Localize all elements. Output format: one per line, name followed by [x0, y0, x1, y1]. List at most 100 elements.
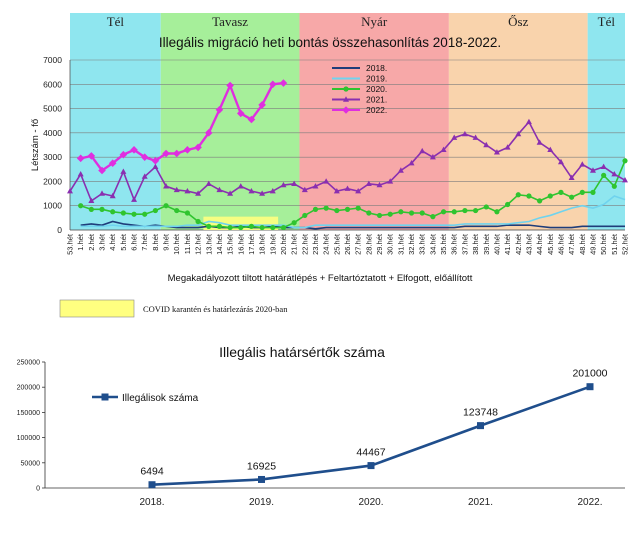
legend-label: 2020.: [366, 84, 387, 94]
y-tick-label: 6000: [43, 79, 62, 89]
x-tick-label: 20.hét: [279, 233, 288, 255]
x-tick-label: 46.hét: [556, 233, 565, 255]
data-point: [451, 134, 458, 140]
data-point: [601, 172, 607, 178]
data-label: 6494: [140, 466, 164, 478]
x-tick-label: 10.hét: [172, 233, 181, 255]
data-point: [472, 134, 479, 140]
x-tick-label: 9.hét: [162, 233, 171, 251]
data-point: [248, 187, 255, 194]
legend-marker: [342, 106, 350, 114]
data-point: [590, 189, 596, 195]
data-point: [472, 207, 479, 214]
x-tick-label: 8.hét: [151, 233, 160, 251]
data-point: [579, 189, 585, 195]
data-point: [515, 130, 522, 137]
data-point: [206, 223, 212, 229]
x-tick-label: 30.hét: [386, 233, 395, 255]
y-tick-label: 250000: [17, 360, 40, 367]
data-point: [376, 212, 383, 219]
x-tick-label: 15.hét: [226, 233, 235, 255]
x-tick-label: 31.hét: [396, 233, 405, 255]
legend-label: 2021.: [366, 95, 387, 105]
data-point: [387, 211, 393, 217]
data-point: [194, 143, 202, 152]
x-tick-label: 34.hét: [428, 233, 437, 255]
data-point: [216, 186, 223, 193]
x-tick-label: 35.hét: [439, 233, 448, 255]
data-point: [99, 190, 106, 196]
x-tick-label: 14.hét: [215, 233, 224, 255]
legend-label: 2018.: [366, 63, 387, 73]
data-point: [141, 173, 148, 179]
x-tick-label: 2022.: [577, 497, 602, 508]
data-point: [173, 186, 180, 193]
y-axis-label: Létszám - fő: [30, 119, 41, 171]
x-tick-label: 29.hét: [375, 233, 384, 255]
data-point: [99, 206, 105, 212]
data-point: [108, 159, 117, 168]
data-point: [430, 214, 436, 220]
data-point: [504, 144, 511, 150]
data-point: [269, 187, 276, 194]
data-point: [226, 81, 234, 90]
data-point: [119, 150, 128, 159]
x-tick-label: 19.hét: [268, 233, 277, 255]
data-point: [280, 181, 287, 188]
series-2022.: [76, 79, 288, 175]
x-tick-label: 39.hét: [482, 233, 491, 255]
data-point: [152, 207, 158, 214]
data-point: [558, 189, 564, 195]
x-tick-label: 2.hét: [87, 233, 96, 251]
chart-title: Illegális határsértők száma: [219, 344, 385, 360]
data-point: [279, 79, 288, 87]
data-point: [301, 186, 308, 193]
data-point: [622, 158, 628, 164]
data-point: [397, 167, 404, 173]
data-point: [88, 197, 95, 204]
data-point: [537, 198, 543, 204]
data-point: [163, 183, 170, 189]
data-point: [270, 224, 276, 231]
data-point: [323, 205, 329, 211]
data-point: [376, 181, 383, 188]
data-point: [259, 224, 265, 231]
x-tick-label: 37.hét: [460, 233, 469, 255]
data-labels: 6494 16925 44467 123748 201000: [140, 368, 607, 478]
x-tick-label: 27.hét: [354, 233, 363, 255]
data-point: [429, 153, 436, 160]
data-point: [579, 161, 586, 167]
x-tick-label: 12.hét: [194, 233, 203, 255]
x-tick-label: 28.hét: [364, 233, 373, 255]
y-tick-label: 150000: [17, 410, 40, 417]
data-label: 123748: [463, 407, 498, 419]
data-point: [172, 149, 181, 158]
data-point: [130, 146, 138, 154]
x-tick-label: 2018.: [139, 497, 164, 508]
data-point: [151, 156, 160, 165]
data-point: [312, 206, 319, 212]
data-point: [248, 223, 255, 229]
data-point: [148, 481, 156, 489]
data-point: [163, 203, 169, 209]
data-point: [258, 475, 265, 483]
data-point: [462, 207, 468, 214]
data-point: [547, 146, 554, 153]
data-point: [258, 101, 266, 109]
data-point: [280, 224, 287, 231]
data-point: [365, 180, 372, 187]
season-label-2: Nyár: [361, 14, 388, 29]
data-point: [183, 146, 192, 154]
data-point: [408, 210, 415, 216]
data-point: [77, 170, 84, 177]
data-point: [525, 118, 532, 125]
data-point: [419, 210, 425, 216]
x-tick-label: 42.hét: [514, 233, 523, 255]
data-point: [120, 210, 126, 216]
covid-legend-label: COVID karantén és határlezárás 2020-ban: [143, 304, 288, 314]
data-point: [216, 223, 223, 229]
data-point: [355, 187, 362, 194]
data-point: [184, 210, 191, 216]
data-point: [174, 207, 180, 214]
x-ticks: 2018. 2019. 2020. 2021. 2022.: [139, 497, 602, 508]
